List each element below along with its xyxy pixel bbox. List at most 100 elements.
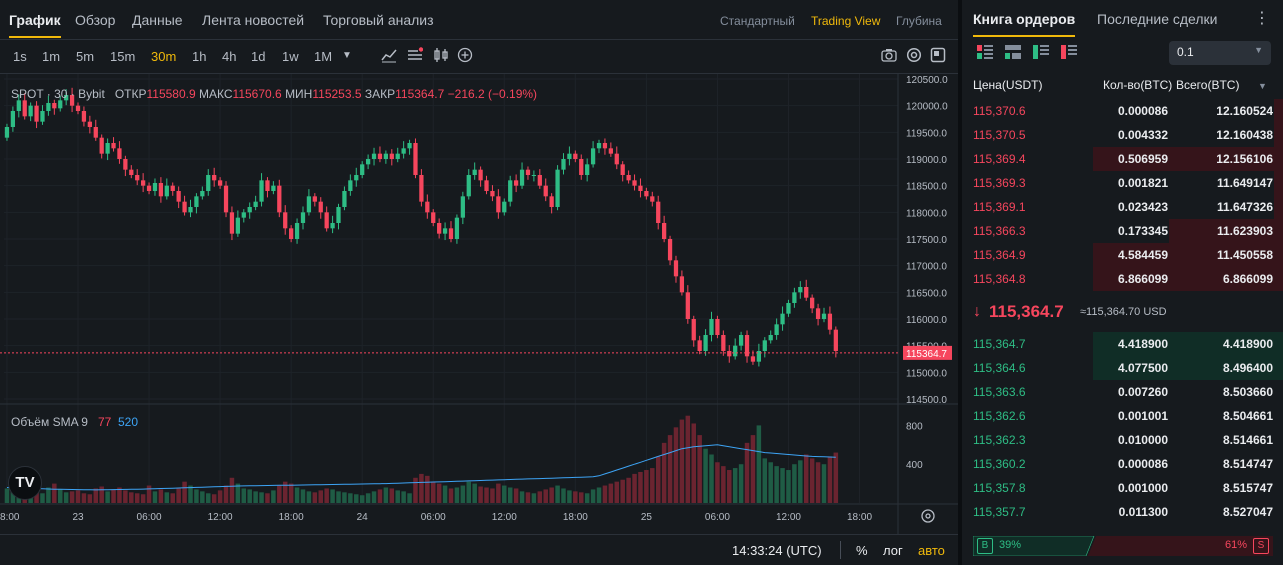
more-vertical-icon[interactable]: ⋮ bbox=[1254, 10, 1270, 27]
candle-body bbox=[697, 340, 702, 351]
precision-select[interactable]: 0.1 ▼ bbox=[1169, 41, 1271, 65]
layout-compact-icon[interactable] bbox=[1061, 45, 1077, 59]
bid-row[interactable]: 115,360.2 0.000086 8.514747 bbox=[962, 452, 1283, 476]
layout-asks-icon[interactable] bbox=[1033, 45, 1049, 59]
candle-body bbox=[756, 351, 761, 362]
view-mode-tradingview[interactable]: Trading View bbox=[811, 14, 881, 28]
chart-area[interactable]: 120500.0 120000.0 119500.0 119000.0 118500.0… bbox=[0, 74, 958, 534]
volume-bar bbox=[798, 460, 803, 503]
tab-chart[interactable]: График bbox=[9, 12, 61, 38]
volume-bar bbox=[531, 493, 537, 503]
timeframe-1M[interactable]: 1M bbox=[314, 49, 333, 64]
time-tick-label: 18:00 bbox=[0, 512, 20, 523]
candle-body bbox=[324, 212, 329, 229]
ask-row[interactable]: 115,370.5 0.004332 12.160438 bbox=[962, 123, 1283, 147]
tab-news-feed[interactable]: Лента новостей bbox=[202, 12, 305, 28]
ask-row[interactable]: 115,370.6 0.000086 12.160524 bbox=[962, 99, 1283, 123]
bid-row[interactable]: 115,363.6 0.007260 8.503660 bbox=[962, 380, 1283, 404]
candle-body bbox=[212, 175, 217, 181]
layout-bids-icon[interactable] bbox=[1005, 45, 1021, 59]
bid-price: 115,357.8 bbox=[973, 481, 1026, 495]
ask-row[interactable]: 115,369.3 0.001821 11.649147 bbox=[962, 171, 1283, 195]
ask-row[interactable]: 115,369.1 0.023423 11.647326 bbox=[962, 195, 1283, 219]
candle-body bbox=[306, 196, 312, 213]
price-tick-label: 116500.0 bbox=[906, 288, 947, 299]
bid-row[interactable]: 115,364.6 4.077500 8.496400 bbox=[962, 356, 1283, 380]
chart-settings-icon[interactable] bbox=[921, 509, 935, 523]
bid-row[interactable]: 115,364.7 4.418900 4.418900 bbox=[962, 332, 1283, 356]
view-mode-standard[interactable]: Стандартный bbox=[720, 14, 795, 28]
log-scale-toggle[interactable]: лог bbox=[883, 543, 903, 558]
camera-icon[interactable] bbox=[880, 47, 898, 65]
tab-recent-trades[interactable]: Последние сделки bbox=[1097, 11, 1218, 27]
timeframe-30m[interactable]: 30m bbox=[151, 49, 177, 64]
header-total: Всего(BTC) bbox=[1176, 78, 1240, 92]
bid-row[interactable]: 115,362.6 0.001001 8.504661 bbox=[962, 404, 1283, 428]
tab-trading-analysis[interactable]: Торговый анализ bbox=[323, 12, 434, 28]
status-divider bbox=[840, 541, 841, 559]
volume-bar bbox=[348, 493, 353, 503]
ask-row[interactable]: 115,364.8 6.866099 6.866099 bbox=[962, 267, 1283, 291]
volume-bar bbox=[496, 483, 501, 503]
candle-body bbox=[81, 111, 87, 122]
candle-body bbox=[371, 153, 377, 159]
volume-bar bbox=[466, 481, 472, 503]
settings-list-icon[interactable] bbox=[406, 47, 424, 65]
timeframe-1w[interactable]: 1w bbox=[282, 49, 299, 64]
candle-body bbox=[182, 201, 187, 213]
ask-row[interactable]: 115,366.3 0.173345 11.623903 bbox=[962, 219, 1283, 243]
volume-bar bbox=[732, 468, 738, 503]
high-value: 115670.6 bbox=[232, 87, 282, 101]
candle-body bbox=[105, 143, 110, 154]
timeframe-4h[interactable]: 4h bbox=[222, 49, 237, 64]
bid-row[interactable]: 115,357.8 0.001000 8.515747 bbox=[962, 476, 1283, 500]
timeframe-1m[interactable]: 1m bbox=[42, 49, 61, 64]
candle-body bbox=[52, 103, 57, 109]
chart-status-bar: 14:33:24 (UTC) % лог авто bbox=[0, 534, 958, 565]
bid-qty: 0.001001 bbox=[1117, 409, 1168, 423]
auto-scale-toggle[interactable]: авто bbox=[918, 543, 945, 558]
indicators-icon[interactable] bbox=[380, 47, 398, 65]
candle-body bbox=[721, 335, 726, 351]
candle-body bbox=[744, 335, 750, 357]
timeframe-15m[interactable]: 15m bbox=[110, 49, 136, 64]
volume-bar bbox=[436, 483, 442, 503]
candle-body bbox=[833, 329, 838, 351]
tab-data[interactable]: Данные bbox=[132, 12, 183, 28]
ask-row[interactable]: 115,364.9 4.584459 11.450558 bbox=[962, 243, 1283, 267]
bid-row[interactable]: 115,362.3 0.010000 8.514661 bbox=[962, 428, 1283, 452]
volume-axis-ticks: 800 400 bbox=[906, 421, 923, 471]
candles bbox=[4, 87, 838, 367]
price-chart[interactable]: 120500.0 120000.0 119500.0 119000.0 118500.0… bbox=[0, 74, 958, 534]
bid-price: 115,364.7 bbox=[973, 337, 1026, 351]
volume-bar bbox=[833, 452, 839, 503]
layout-both-icon[interactable] bbox=[977, 45, 993, 59]
volume-bar bbox=[584, 493, 590, 503]
bid-total: 8.514747 bbox=[1222, 457, 1273, 471]
view-mode-depth[interactable]: Глубина bbox=[896, 14, 942, 28]
tradingview-logo[interactable]: TV bbox=[8, 466, 42, 500]
timeframe-1d[interactable]: 1d bbox=[251, 49, 266, 64]
candle-body bbox=[271, 185, 276, 191]
price-tick-label: 115000.0 bbox=[906, 368, 947, 379]
volume-bar bbox=[383, 487, 389, 503]
tab-overview[interactable]: Обзор bbox=[75, 12, 116, 28]
bid-qty: 0.001000 bbox=[1117, 481, 1168, 495]
chevron-down-icon[interactable]: ▼ bbox=[342, 50, 352, 61]
timeframe-5m[interactable]: 5m bbox=[76, 49, 95, 64]
percent-scale-toggle[interactable]: % bbox=[856, 543, 868, 558]
volume-bar bbox=[146, 485, 152, 503]
total-sort-icon[interactable]: ▼ bbox=[1258, 81, 1267, 91]
candle-body bbox=[662, 223, 667, 239]
candlestick-type-icon[interactable] bbox=[432, 47, 450, 65]
add-plus-icon[interactable] bbox=[456, 47, 474, 65]
bid-row[interactable]: 115,357.7 0.011300 8.527047 bbox=[962, 500, 1283, 524]
gear-icon[interactable] bbox=[905, 47, 923, 65]
timeframe-1h[interactable]: 1h bbox=[192, 49, 207, 64]
timeframe-1s[interactable]: 1s bbox=[13, 49, 27, 64]
candle-body bbox=[638, 185, 643, 191]
ask-row[interactable]: 115,369.4 0.506959 12.156106 bbox=[962, 147, 1283, 171]
volume-bar bbox=[573, 491, 578, 503]
fullscreen-icon[interactable] bbox=[929, 47, 947, 65]
tab-orderbook[interactable]: Книга ордеров bbox=[973, 11, 1076, 37]
